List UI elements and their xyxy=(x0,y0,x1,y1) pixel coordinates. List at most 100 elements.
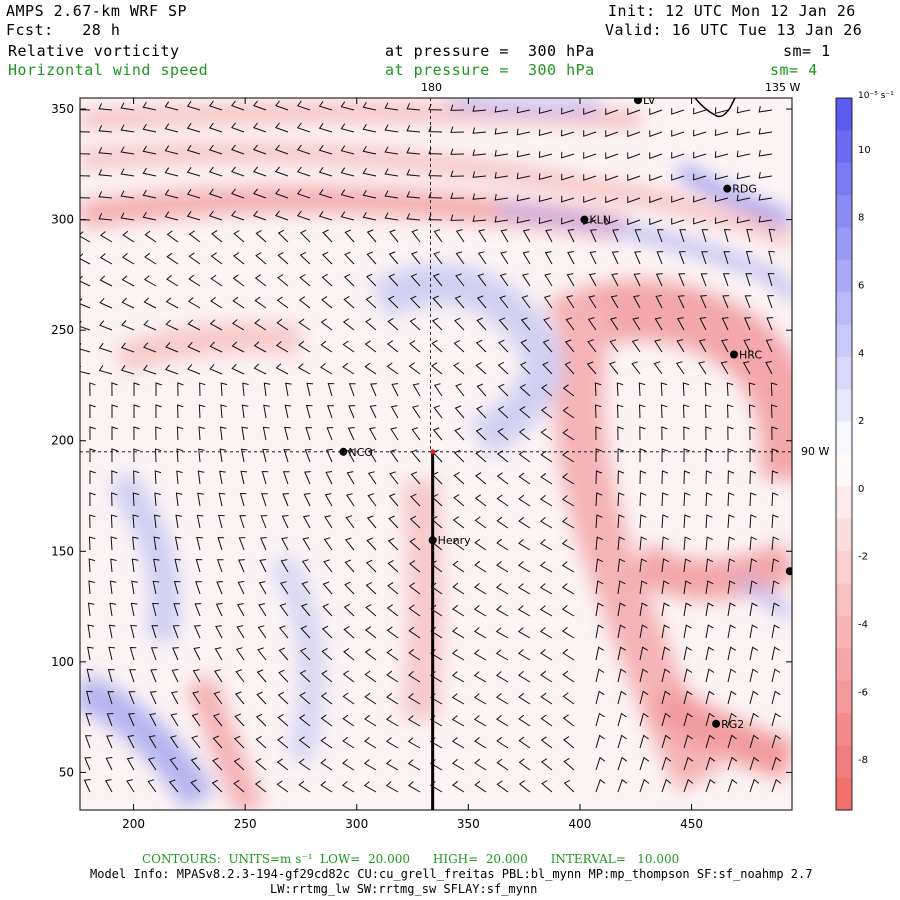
wind-barb xyxy=(475,339,487,353)
wind-barb xyxy=(232,274,245,287)
wind-barb xyxy=(661,690,671,705)
wind-barb xyxy=(661,448,668,463)
wind-barb xyxy=(108,646,116,661)
wind-barb xyxy=(520,339,531,353)
wind-barb xyxy=(700,273,708,287)
wind-barb xyxy=(758,172,773,179)
wind-barb xyxy=(683,756,694,771)
wind-barb xyxy=(255,713,267,727)
station-label: NCO xyxy=(348,446,373,459)
wind-barb xyxy=(617,514,625,529)
wind-barb xyxy=(727,690,737,705)
wind-barb xyxy=(736,106,751,114)
wind-barb xyxy=(231,363,245,375)
wind-barb xyxy=(80,131,91,133)
wind-barb xyxy=(110,536,118,551)
wind-barb xyxy=(495,583,509,595)
wind-barb xyxy=(771,756,782,771)
station-dot xyxy=(633,98,642,105)
wind-barb xyxy=(495,693,509,705)
wind-barb xyxy=(452,627,465,639)
wind-barb xyxy=(589,229,597,243)
wind-barb xyxy=(321,670,333,683)
wind-barb xyxy=(519,361,531,375)
wind-barb xyxy=(477,273,487,287)
wind-barb xyxy=(120,146,135,155)
wind-barb xyxy=(617,756,628,771)
wind-barb xyxy=(595,536,603,551)
wind-barb xyxy=(748,382,756,397)
wind-barb xyxy=(84,757,92,771)
wind-barb xyxy=(322,603,333,617)
wind-barb xyxy=(254,296,267,309)
wind-barb xyxy=(683,734,693,749)
wind-barb xyxy=(213,691,223,705)
wind-barb xyxy=(605,174,619,182)
wind-barb xyxy=(215,603,223,617)
wind-barb xyxy=(389,229,399,243)
wind-barb xyxy=(155,404,162,419)
wind-barb xyxy=(473,693,487,705)
wind-barb xyxy=(240,448,248,463)
wind-barb xyxy=(520,317,531,331)
wind-barb xyxy=(230,144,245,155)
wind-barb xyxy=(538,107,553,114)
wind-barb xyxy=(431,339,443,353)
wind-barb xyxy=(327,382,335,397)
wind-barb xyxy=(455,383,465,397)
wind-barb xyxy=(344,537,355,551)
wind-barb xyxy=(451,649,465,661)
wind-barb xyxy=(369,405,377,419)
wind-barb xyxy=(188,230,201,243)
wind-barb xyxy=(693,195,707,203)
wind-barb xyxy=(152,602,159,617)
colorbar-bin xyxy=(836,745,852,779)
wind-barb xyxy=(303,493,311,507)
wind-barb xyxy=(409,317,421,331)
wind-barb xyxy=(518,539,531,551)
wind-barb xyxy=(450,192,465,199)
wind-barb xyxy=(433,405,443,419)
wind-barb xyxy=(389,471,399,485)
wind-barb xyxy=(661,756,672,771)
wind-barb xyxy=(411,229,421,243)
wind-barb xyxy=(749,712,759,727)
wind-barb xyxy=(649,152,663,160)
wind-barb xyxy=(766,295,774,309)
wind-barb xyxy=(318,145,333,155)
wind-barb xyxy=(595,580,604,595)
wind-barb xyxy=(749,448,756,463)
wind-barb xyxy=(366,273,377,287)
wind-barb xyxy=(364,737,377,749)
station-dot xyxy=(785,567,792,576)
wind-barb xyxy=(453,471,465,485)
wind-barb xyxy=(705,580,714,595)
wind-barb xyxy=(210,252,223,265)
wind-barb xyxy=(771,580,780,595)
wind-barb xyxy=(714,217,729,224)
wind-barb xyxy=(216,559,224,573)
wind-barb xyxy=(605,218,619,226)
wind-barb xyxy=(323,559,333,573)
wind-barb xyxy=(705,558,714,573)
station-dot xyxy=(712,719,721,728)
wind-barb xyxy=(518,516,531,529)
wind-barb xyxy=(540,670,553,683)
wind-barb xyxy=(298,340,311,353)
wind-barb xyxy=(274,188,289,199)
wind-barb xyxy=(705,470,713,485)
wind-barb xyxy=(770,382,778,397)
wind-barb xyxy=(208,210,223,221)
wind-barb xyxy=(302,515,311,529)
wind-barb xyxy=(516,150,531,158)
wind-barb xyxy=(304,449,312,463)
wind-barb xyxy=(758,194,773,201)
wind-barb xyxy=(768,250,775,265)
wind-barb xyxy=(299,251,311,265)
wind-barb xyxy=(540,758,553,771)
wind-barb xyxy=(588,273,597,287)
wind-barb xyxy=(220,382,228,397)
wind-barb xyxy=(705,426,712,441)
wind-barb xyxy=(705,602,714,617)
wind-barb xyxy=(211,779,223,793)
